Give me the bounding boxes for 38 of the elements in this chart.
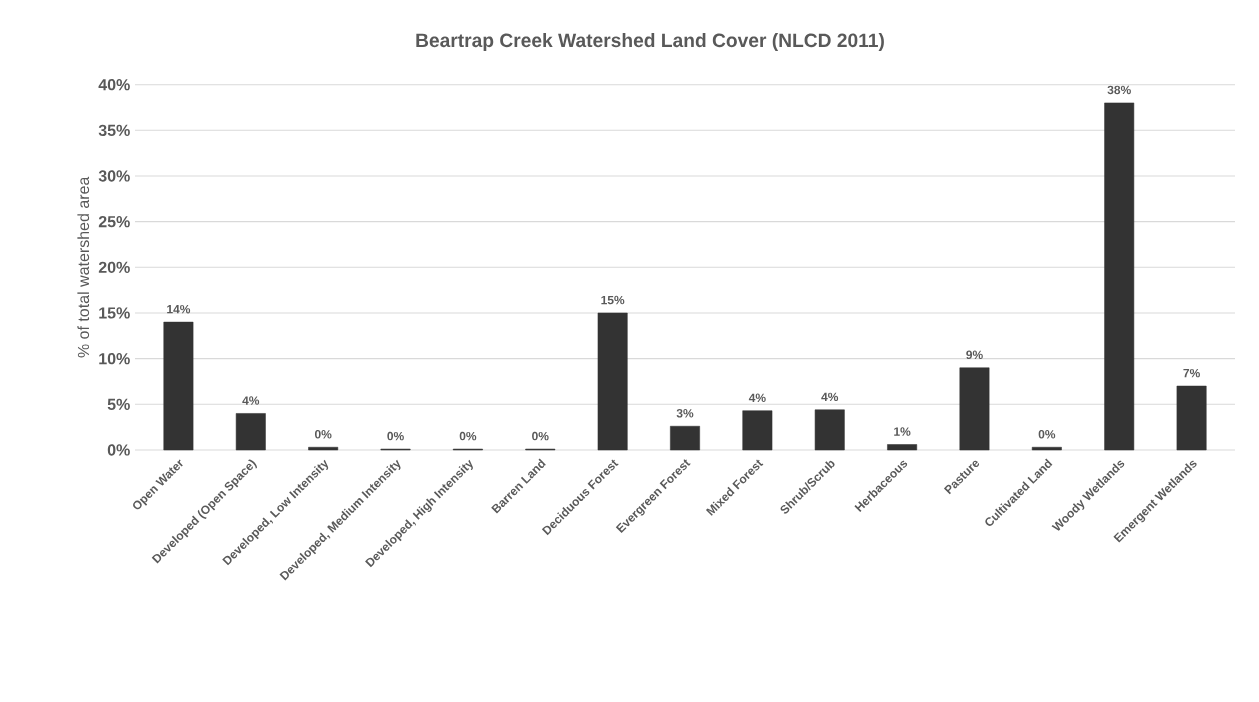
y-tick-label: 30% [98, 170, 130, 182]
bar [1031, 446, 1062, 451]
y-tick-label: 40% [98, 79, 130, 91]
bar [235, 413, 266, 451]
data-label: 0% [387, 431, 404, 441]
chart-title: Beartrap Creek Watershed Land Cover (NLCD 2011) [416, 33, 884, 51]
data-label: 9% [966, 350, 983, 360]
y-tick-label: 0% [107, 444, 130, 456]
y-tick-label: 5% [107, 398, 130, 410]
data-label: 0% [532, 431, 549, 441]
y-tick-label: 25% [98, 216, 130, 228]
y-tick-label: 15% [99, 307, 130, 319]
bar [814, 409, 845, 451]
data-label: 1% [894, 427, 911, 436]
y-tick-label: 35% [98, 124, 130, 137]
y-tick-label: 10% [99, 353, 130, 365]
data-label: 14% [167, 304, 191, 314]
data-label: 4% [821, 392, 839, 402]
data-label: 4% [242, 396, 260, 405]
bar [959, 367, 990, 451]
data-label: 15% [601, 295, 625, 305]
bar [1104, 102, 1135, 451]
data-label: 0% [314, 430, 332, 439]
bar [670, 425, 700, 451]
bar [163, 321, 194, 451]
bar [887, 444, 918, 451]
data-label: 4% [748, 393, 766, 402]
data-label: 0% [1038, 430, 1056, 439]
data-label: 7% [1183, 368, 1200, 378]
y-tick-label: 20% [98, 261, 130, 273]
bar [308, 446, 339, 451]
data-label: 0% [459, 431, 477, 441]
data-label: 3% [676, 409, 694, 418]
bar [597, 312, 628, 451]
data-label: 38% [1107, 85, 1131, 95]
bar [1176, 385, 1207, 451]
y-axis-title: % of total watershed area [77, 176, 90, 358]
bar [742, 410, 773, 451]
